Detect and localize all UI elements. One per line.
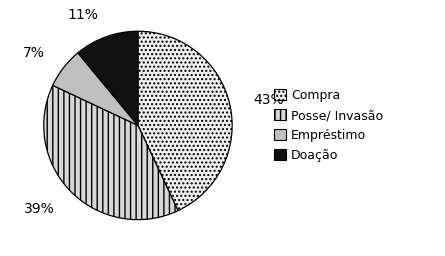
- Text: 39%: 39%: [24, 202, 55, 216]
- Text: 7%: 7%: [23, 46, 45, 60]
- Text: 43%: 43%: [253, 93, 283, 107]
- Legend: Compra, Posse/ Invasão, Empréstimo, Doação: Compra, Posse/ Invasão, Empréstimo, Doaç…: [274, 89, 383, 162]
- Wedge shape: [138, 31, 232, 211]
- Wedge shape: [53, 53, 138, 125]
- Wedge shape: [44, 85, 178, 220]
- Wedge shape: [78, 31, 138, 125]
- Text: 11%: 11%: [67, 8, 98, 22]
